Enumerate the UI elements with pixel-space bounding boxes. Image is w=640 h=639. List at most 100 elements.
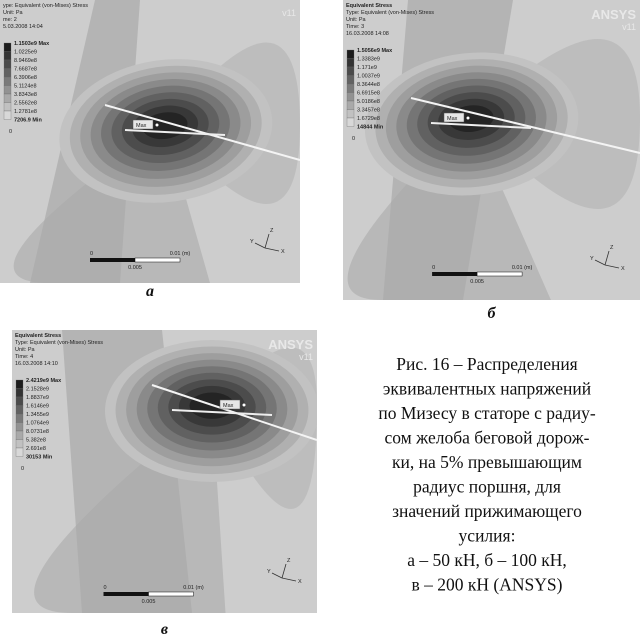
scale-bar [135,258,180,262]
scale-label: 0 [104,585,107,591]
legend-swatch [16,406,23,415]
legend-label: 2.4219e9 Max [26,378,62,384]
axis-label: X [621,266,625,272]
legend-label: 2.691e8 [26,446,46,452]
legend-label: 3.8343e8 [14,92,37,98]
figure-caption-line: ки, на 5% превышающим [392,452,582,472]
legend-label: 1.0764e9 [26,421,49,427]
legend-swatch [16,440,23,449]
figure-caption-line: Рис. 16 – Распределения [396,354,578,374]
axis-label: Y [250,239,254,245]
axis-label: Y [267,569,271,575]
ansys-logo: ANSYS [591,7,636,22]
panel-caption: а [146,283,154,300]
legend-label: 0 [21,466,24,472]
header-line: 16.03.2008 14:08 [346,31,389,37]
axis-label: Y [590,256,594,262]
legend-label: 30153 Min [26,455,53,461]
axis-label: X [298,579,302,585]
figure-caption-line: сом желоба беговой дорож- [385,428,590,448]
legend-swatch [4,111,11,120]
figure-caption-line: значений прижимающего [392,501,582,521]
legend-label: 2.5562e8 [14,101,37,107]
legend-label: 1.0037e9 [357,74,380,80]
legend-label: 5.382e8 [26,438,46,444]
legend-label: 2.1528e9 [26,387,49,393]
legend-label: 8.0731e8 [26,429,49,435]
scale-label: 0.005 [128,265,142,271]
header-line: Equivalent Stress [15,333,61,339]
legend-label: 7.6687e8 [14,67,37,73]
figure-caption-line: усилия: [459,526,516,546]
legend-swatch [4,86,11,95]
max-point [243,404,246,407]
legend-label: 0 [9,129,12,135]
scale-bar [90,258,135,262]
ansys-logo: v11 [299,352,313,362]
legend-label: 1.171e9 [357,65,377,71]
legend-label: 14844 Min [357,125,384,131]
scale-label: 0.005 [470,279,484,285]
header-line: Unit: Pa [3,10,24,16]
legend-swatch [4,94,11,103]
panel-caption: б [488,305,497,322]
legend-label: 1.6146e9 [26,404,49,410]
figure-page: Maxype: Equivalent (von-Mises) StressUni… [0,0,640,639]
legend-swatch [16,389,23,398]
figure-caption-line: в – 200 кН (ANSYS) [412,575,563,595]
scale-label: 0.005 [142,599,156,605]
header-line: Unit: Pa [15,347,36,353]
figure-caption-line: радиус поршня, для [413,477,561,497]
scale-bar [477,272,522,276]
legend-swatch [347,76,354,85]
ansys-logo: ANSYS [268,337,313,352]
max-label: Max [447,116,458,122]
max-point [156,124,159,127]
legend-label: 6.6915e8 [357,91,380,97]
legend-swatch [4,77,11,86]
legend-label: 8.3644e8 [357,82,380,88]
legend-label: 3.3457e8 [357,108,380,114]
header-line: ype: Equivalent (von-Mises) Stress [3,3,88,9]
header-line: 16.03.2008 14:10 [15,361,58,367]
scale-label: 0.01 (m) [170,251,191,257]
legend-label: 5.1124e8 [14,84,37,90]
header-line: Time: 3 [346,24,364,30]
legend-swatch [16,414,23,423]
scale-label: 0.01 (m) [183,585,204,591]
axis-label: X [281,249,285,255]
legend-label: 0 [352,136,355,142]
max-point [467,117,470,120]
legend-swatch [16,448,23,457]
legend-swatch [347,50,354,59]
legend-swatch [4,52,11,61]
scale-bar [104,592,149,596]
header-line: Time: 4 [15,354,33,360]
legend-swatch [4,60,11,69]
header-line: Type: Equivalent (von-Mises) Stress [346,10,434,16]
contour-plot: MaxEquivalent StressType: Equivalent (vo… [343,0,640,300]
legend-label: 1.3455e9 [26,412,49,418]
legend-swatch [347,93,354,102]
legend-swatch [16,423,23,432]
legend-label: 1.6729e8 [357,116,380,122]
legend-swatch [347,67,354,76]
figure-caption-line: эквивалентных напряжений [383,379,591,399]
ansys-logo: v11 [622,22,636,32]
legend-swatch [16,431,23,440]
legend-label: 1.0225e9 [14,50,37,56]
legend-label: 7206.9 Min [14,118,42,124]
max-label: Max [223,403,234,409]
header-line: me: 2 [3,17,17,23]
header-line: 5.03.2008 14:04 [3,24,43,30]
legend-swatch [347,59,354,68]
scale-label: 0 [90,251,93,257]
legend-label: 1.2781e8 [14,109,37,115]
legend-swatch [347,110,354,119]
legend-swatch [347,84,354,93]
figure-caption-line: а – 50 кН, б – 100 кН, [407,550,567,570]
scale-label: 0.01 (m) [512,265,533,271]
